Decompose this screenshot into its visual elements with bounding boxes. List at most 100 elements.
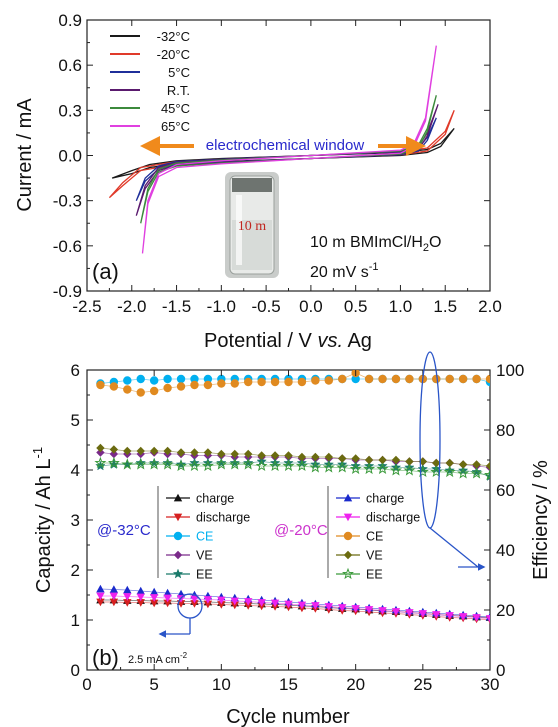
point-discharge bbox=[244, 598, 253, 606]
vial-photo: 10 m bbox=[225, 172, 279, 278]
point-discharge bbox=[190, 595, 199, 604]
efficiency-group-arrow bbox=[429, 527, 479, 568]
point-ee bbox=[255, 459, 268, 472]
point-ve bbox=[338, 454, 347, 463]
point-discharge bbox=[230, 597, 239, 606]
a-xtick-label: 2.0 bbox=[478, 297, 502, 316]
b-xtick-label: 5 bbox=[149, 675, 158, 694]
b-xtick-label: 10 bbox=[212, 675, 231, 694]
point-discharge bbox=[136, 593, 145, 602]
point-charge bbox=[149, 587, 159, 596]
point-ee bbox=[121, 458, 134, 470]
panel-a-cv-plot: -2.5 -2.0 -1.5 -1.0 -0.5 0.0 0.5 1.0 1.5 2.0 -0.9 -… bbox=[14, 11, 502, 352]
panel-a-curves bbox=[108, 45, 455, 254]
b-ytick-right-label: 60 bbox=[496, 481, 515, 500]
a-legend-label-r-t: R.T. bbox=[167, 83, 190, 98]
vial-label: 10 m bbox=[238, 219, 267, 234]
legend-label-ee: EE bbox=[366, 568, 383, 582]
point-ce bbox=[149, 386, 159, 396]
point-ve bbox=[257, 451, 266, 460]
legend-marker-discharge bbox=[173, 513, 183, 522]
point-ve bbox=[109, 445, 119, 454]
point-discharge bbox=[418, 610, 428, 618]
point-ve bbox=[445, 458, 454, 468]
point-ce bbox=[485, 374, 490, 384]
point-ee bbox=[148, 458, 161, 470]
point-ee bbox=[376, 462, 389, 475]
a-xtick-label: -0.5 bbox=[251, 297, 280, 316]
point-discharge bbox=[96, 598, 105, 607]
point-discharge bbox=[163, 599, 172, 608]
panel-b-xlabel: Cycle number bbox=[226, 706, 350, 727]
panel-b-plot-frame bbox=[86, 369, 491, 671]
point-ce bbox=[203, 374, 213, 384]
point-ve bbox=[311, 452, 320, 462]
electrolyte-annotation: 10 m BMImCl/H2O bbox=[310, 234, 441, 254]
panel-a-axes: -2.5 -2.0 -1.5 -1.0 -0.5 0.0 0.5 1.0 1.5 2.0 -0.9 -… bbox=[53, 11, 502, 316]
point-ee bbox=[444, 464, 456, 475]
b-ytick-right-label: 40 bbox=[496, 541, 515, 560]
window-label: electrochemical window bbox=[206, 137, 365, 154]
point-discharge bbox=[297, 601, 307, 610]
panel-a-ylabel: Current / mA bbox=[14, 98, 36, 212]
point-ee bbox=[390, 464, 403, 476]
point-ce bbox=[338, 374, 347, 384]
legend-label-ve: VE bbox=[366, 549, 383, 563]
legend-label-ve: VE bbox=[196, 549, 213, 563]
point-charge bbox=[109, 585, 119, 593]
legend-marker-ce bbox=[173, 531, 183, 541]
point-discharge bbox=[445, 612, 454, 620]
point-ce bbox=[163, 374, 172, 384]
point-discharge bbox=[149, 599, 159, 608]
point-ee bbox=[470, 467, 483, 479]
point-ee bbox=[107, 456, 120, 469]
panel-b-ylabel-left: Capacity / Ah L-1 bbox=[30, 447, 55, 593]
point-ee bbox=[201, 459, 214, 472]
series-20c-ve bbox=[96, 443, 490, 471]
point-ce bbox=[203, 380, 213, 390]
point-discharge bbox=[364, 606, 374, 614]
point-ee bbox=[188, 459, 201, 472]
b-xtick-label: 0 bbox=[82, 675, 91, 694]
point-ve bbox=[485, 461, 490, 471]
point-ee bbox=[403, 464, 416, 476]
point-charge bbox=[136, 586, 145, 595]
point-discharge bbox=[324, 603, 333, 611]
series-line bbox=[100, 452, 490, 468]
point-ce bbox=[351, 374, 360, 384]
b-ytick-right-label: 20 bbox=[496, 601, 515, 620]
legend-marker-ce bbox=[343, 531, 353, 541]
point-ve bbox=[96, 448, 105, 457]
point-ce bbox=[217, 379, 226, 388]
point-ce bbox=[230, 379, 239, 388]
cv-curve-45c bbox=[140, 95, 437, 224]
point-ve bbox=[364, 455, 374, 465]
point-discharge bbox=[217, 601, 226, 609]
a-xtick-label: 0.5 bbox=[344, 297, 368, 316]
point-ce bbox=[432, 374, 441, 384]
point-discharge bbox=[351, 605, 360, 613]
point-ve bbox=[351, 454, 360, 463]
series-20c-ce bbox=[96, 370, 490, 397]
point-ce bbox=[378, 374, 387, 384]
point-ve bbox=[270, 451, 280, 460]
legend-marker-charge bbox=[173, 493, 183, 502]
point-ee bbox=[322, 461, 335, 473]
point-ve bbox=[472, 460, 481, 469]
point-ce bbox=[136, 374, 145, 384]
panel-a-xlabel: Potential / V vs. Ag bbox=[204, 330, 372, 352]
point-ee bbox=[309, 461, 322, 473]
point-ve bbox=[136, 446, 145, 456]
point-ve bbox=[123, 446, 132, 456]
a-xtick-label: -2.0 bbox=[117, 297, 146, 316]
point-ce bbox=[311, 376, 320, 385]
b-ytick-left-label: 3 bbox=[71, 511, 80, 530]
point-ee bbox=[483, 468, 490, 481]
a-legend-label-65c: 65°C bbox=[161, 119, 190, 134]
point-discharge bbox=[230, 601, 239, 610]
point-ve bbox=[432, 458, 441, 468]
panel-b-label: (b) bbox=[92, 645, 119, 670]
legend-label-charge: charge bbox=[366, 492, 404, 506]
point-discharge bbox=[109, 592, 119, 601]
